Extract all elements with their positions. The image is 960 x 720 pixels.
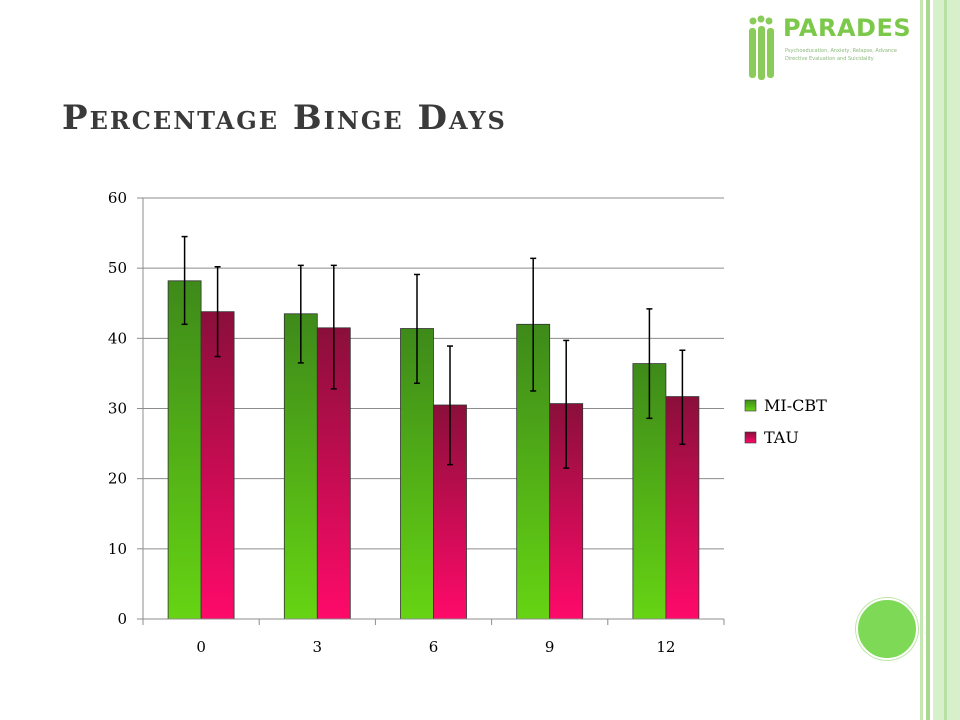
bar-mi-cbt-0	[167, 280, 202, 620]
legend-swatch-mi-cbt	[744, 399, 757, 412]
page-title: Percentage Binge Days	[62, 98, 507, 138]
x-tick-label: 0	[196, 638, 206, 656]
bar-tau-0	[200, 311, 235, 620]
legend-label-mi-cbt: MI-CBT	[764, 396, 827, 415]
logo-wordmark: PARADES	[783, 14, 912, 42]
axes: 0 10 20 30 40 50 60 0 3 6 9 12	[108, 189, 725, 656]
y-tick-label: 30	[108, 400, 127, 418]
decor-stripe-2	[926, 0, 930, 720]
y-tick-label: 0	[117, 610, 127, 628]
legend: MI-CBT TAU	[744, 396, 827, 447]
legend-label-tau: TAU	[764, 428, 799, 447]
decor-circle	[856, 598, 918, 660]
x-tick-label: 9	[545, 638, 555, 656]
people-icon	[749, 15, 774, 80]
y-tick-label: 20	[108, 470, 127, 488]
y-tick-label: 10	[108, 540, 127, 558]
bars	[167, 235, 700, 620]
decor-stripe-1	[920, 0, 923, 720]
logo-tagline-1: Psychoeducation, Anxiety, Relapse, Advan…	[785, 48, 897, 54]
legend-swatch-tau	[744, 431, 757, 444]
y-tick-label: 60	[108, 189, 127, 207]
y-tick-label: 50	[108, 259, 127, 277]
logo-tagline-2: Directive Evaluation and Suicidality	[785, 56, 874, 62]
x-tick-label: 3	[313, 638, 323, 656]
parades-logo: PARADES Psychoeducation, Anxiety, Relaps…	[745, 14, 911, 84]
x-tick-label: 6	[429, 638, 439, 656]
x-tick-label: 12	[656, 638, 675, 656]
decor-stripe-4	[944, 0, 947, 720]
y-tick-label: 40	[108, 329, 127, 347]
